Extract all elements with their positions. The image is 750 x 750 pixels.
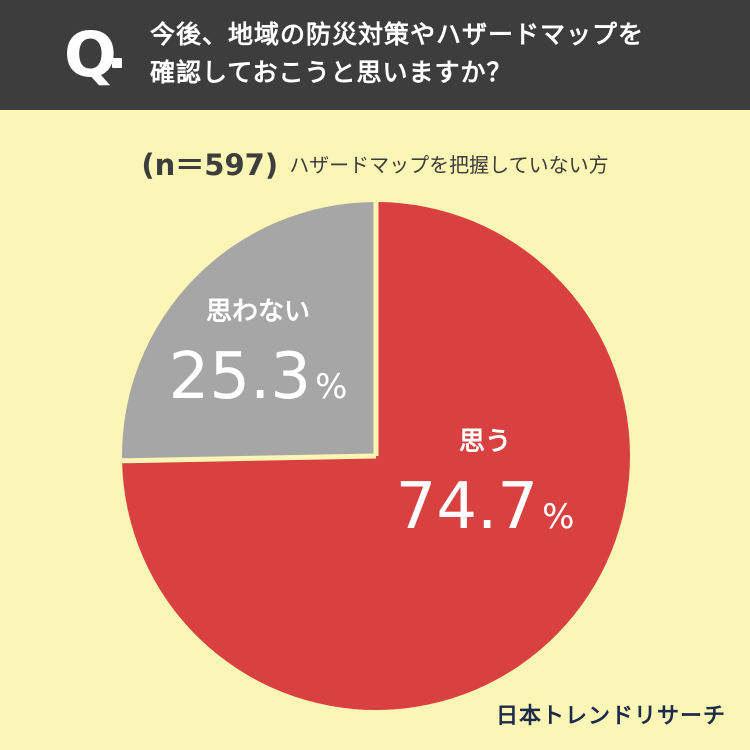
question-dot: [112, 58, 122, 68]
slice-value-yes: 74.7%: [396, 470, 575, 544]
pie-divider: [121, 453, 377, 464]
sample-description: ハザードマップを把握していない方: [289, 152, 609, 177]
question-line-1: 今後、地域の防災対策やハザードマップを: [150, 20, 645, 49]
sample-caption: (n＝597) ハザードマップを把握していない方: [0, 142, 750, 184]
sample-size: (n＝597): [141, 148, 279, 182]
question-header: Q 今後、地域の防災対策やハザードマップを 確認しておこうと思いますか？: [0, 0, 750, 110]
slice-value-no: 25.3%: [169, 340, 348, 414]
question-mark: Q: [64, 18, 117, 91]
slice-label-no: 思わない: [206, 297, 310, 327]
question-line-2: 確認しておこうと思いますか？: [150, 58, 513, 87]
pie-slice-no: [122, 202, 376, 461]
slice-label-yes: 思う: [459, 427, 511, 457]
question-text: 今後、地域の防災対策やハザードマップを 確認しておこうと思いますか？: [150, 16, 730, 92]
brand-logo: 日本トレンドリサーチ: [495, 704, 726, 729]
